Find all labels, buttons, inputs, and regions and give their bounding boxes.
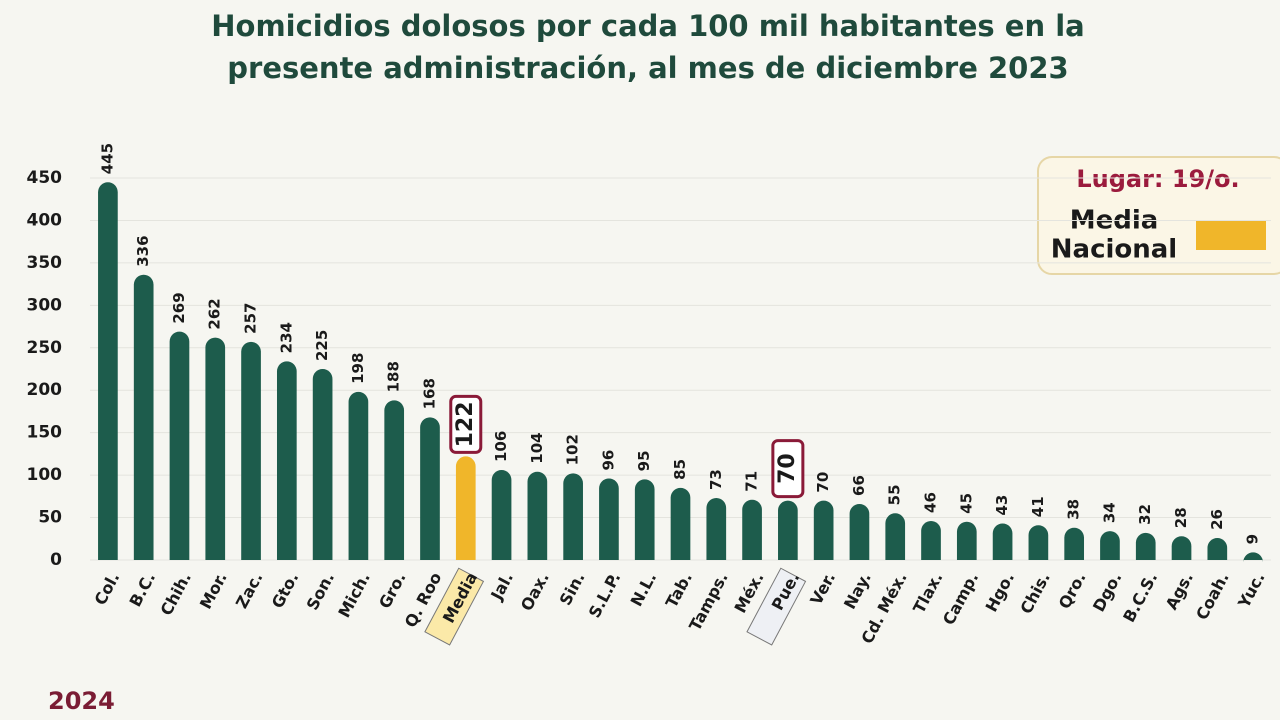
bar xyxy=(1243,552,1263,563)
y-tick-label: 100 xyxy=(27,465,63,485)
y-tick-label: 200 xyxy=(27,380,63,400)
category-label-box xyxy=(746,567,807,646)
value-label: 55 xyxy=(886,484,904,505)
bar xyxy=(241,341,261,560)
legend-label: Nacional xyxy=(1051,235,1177,265)
footer-logo: 2024 xyxy=(48,687,115,715)
bar xyxy=(98,182,118,560)
y-tick-label: 50 xyxy=(38,508,62,528)
bar xyxy=(348,391,369,560)
value-label: 225 xyxy=(313,330,331,361)
y-tick-label: 0 xyxy=(50,550,62,570)
y-tick-label: 250 xyxy=(27,338,63,358)
bar xyxy=(312,369,333,560)
value-label: 95 xyxy=(635,450,653,471)
value-label: 9 xyxy=(1244,534,1262,544)
bar xyxy=(527,471,548,560)
value-label: 73 xyxy=(707,469,725,490)
bar xyxy=(634,479,655,560)
bar xyxy=(276,361,297,560)
value-label: 32 xyxy=(1136,504,1154,525)
value-label: 104 xyxy=(528,432,546,463)
bar xyxy=(133,274,154,560)
value-label: 336 xyxy=(134,235,152,266)
y-tick-label: 400 xyxy=(27,210,63,230)
value-label: 96 xyxy=(599,450,617,471)
value-label: 26 xyxy=(1208,509,1226,530)
bar xyxy=(670,487,691,560)
bar xyxy=(563,473,583,560)
value-label: 269 xyxy=(170,292,188,323)
bar xyxy=(706,498,727,560)
bar xyxy=(956,521,977,560)
bar xyxy=(455,456,476,560)
value-label: 168 xyxy=(420,378,438,409)
bar xyxy=(742,499,762,560)
value-label: 262 xyxy=(206,298,224,329)
value-label: 70 xyxy=(814,472,832,493)
value-label: 70 xyxy=(775,453,800,484)
value-label: 102 xyxy=(564,434,582,465)
value-label: 38 xyxy=(1065,499,1083,520)
y-tick-label: 350 xyxy=(27,253,63,273)
bar xyxy=(384,400,405,560)
bar xyxy=(849,503,870,560)
bar xyxy=(778,500,798,560)
bar xyxy=(1207,537,1228,560)
value-label: 85 xyxy=(671,459,689,480)
bar xyxy=(599,478,619,560)
bar xyxy=(1028,525,1049,560)
value-label: 45 xyxy=(957,493,975,514)
legend-swatch xyxy=(1196,220,1266,250)
value-label-box xyxy=(449,394,483,454)
value-label: 46 xyxy=(922,492,940,513)
bar xyxy=(1171,536,1192,560)
y-tick-label: 300 xyxy=(27,295,63,315)
value-label: 234 xyxy=(277,322,295,353)
bar xyxy=(420,417,440,560)
value-label-box xyxy=(771,439,805,499)
bar xyxy=(491,470,512,560)
value-label: 445 xyxy=(98,143,116,174)
bar xyxy=(205,337,226,560)
value-label: 188 xyxy=(385,361,403,392)
value-label: 257 xyxy=(242,303,260,334)
legend-title: Lugar: 19/o. xyxy=(1076,165,1239,193)
chart-title: Homicidios dolosos por cada 100 mil habi… xyxy=(211,9,1084,43)
value-label: 122 xyxy=(453,401,478,447)
bar xyxy=(169,331,190,560)
value-label: 66 xyxy=(850,475,868,496)
value-label: 41 xyxy=(1029,496,1047,517)
value-label: 71 xyxy=(743,471,761,492)
bar xyxy=(992,523,1013,560)
value-label: 106 xyxy=(492,431,510,462)
bar xyxy=(1135,532,1156,560)
category-label-box xyxy=(424,567,485,646)
bar xyxy=(1064,527,1085,560)
bar xyxy=(1100,531,1120,560)
value-label: 43 xyxy=(993,495,1011,516)
value-label: 198 xyxy=(349,353,367,384)
bar xyxy=(885,513,906,560)
value-label: 34 xyxy=(1100,502,1118,523)
bar xyxy=(813,500,834,560)
value-label: 28 xyxy=(1172,507,1190,528)
chart-title: presente administración, al mes de dicie… xyxy=(227,51,1068,85)
bar xyxy=(921,520,941,560)
y-tick-label: 150 xyxy=(27,423,63,443)
y-tick-label: 450 xyxy=(27,168,63,188)
